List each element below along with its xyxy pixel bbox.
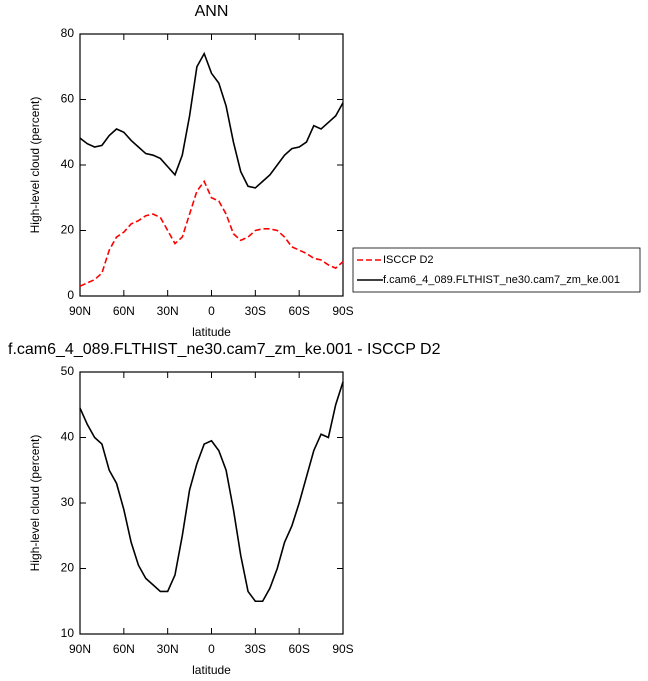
x-axis-label: latitude [192, 325, 231, 339]
y-tick-label: 40 [61, 157, 75, 171]
y-tick-label: 80 [61, 26, 75, 40]
x-tick-label: 60N [113, 304, 135, 318]
x-tick-label: 90N [69, 304, 91, 318]
chart-title: ANN [195, 3, 229, 20]
y-axis-label: High-level cloud (percent) [28, 435, 42, 572]
x-tick-label: 0 [208, 304, 215, 318]
x-tick-label: 60N [113, 642, 135, 656]
legend-label: ISCCP D2 [383, 254, 434, 266]
y-tick-label: 30 [61, 495, 75, 509]
y-tick-label: 60 [61, 92, 75, 106]
y-tick-label: 20 [61, 561, 75, 575]
y-tick-label: 10 [61, 626, 75, 640]
x-tick-label: 30S [245, 642, 266, 656]
plot-frame [79, 371, 344, 635]
x-tick-label: 90S [332, 304, 353, 318]
y-tick-label: 50 [61, 364, 75, 378]
x-tick-label: 0 [208, 642, 215, 656]
data-line [79, 51, 344, 189]
x-tick-label: 60S [288, 642, 309, 656]
x-tick-label: 30N [157, 642, 179, 656]
y-tick-label: 20 [61, 223, 75, 237]
data-line [79, 381, 344, 603]
chart-title: f.cam6_4_089.FLTHIST_ne30.cam7_zm_ke.001… [8, 341, 441, 358]
x-tick-label: 60S [288, 304, 309, 318]
y-tick-label: 40 [61, 430, 75, 444]
data-line [79, 179, 344, 287]
plot-frame [79, 33, 344, 297]
legend-box [352, 247, 641, 293]
legend-label: f.cam6_4_089.FLTHIST_ne30.cam7_zm_ke.001 [383, 274, 620, 286]
x-tick-label: 30N [157, 304, 179, 318]
x-tick-label: 90S [332, 642, 353, 656]
y-axis-label: High-level cloud (percent) [28, 97, 42, 234]
y-tick-label: 0 [67, 288, 74, 302]
x-tick-label: 90N [69, 642, 91, 656]
x-axis-label: latitude [192, 663, 231, 677]
x-tick-label: 30S [245, 304, 266, 318]
